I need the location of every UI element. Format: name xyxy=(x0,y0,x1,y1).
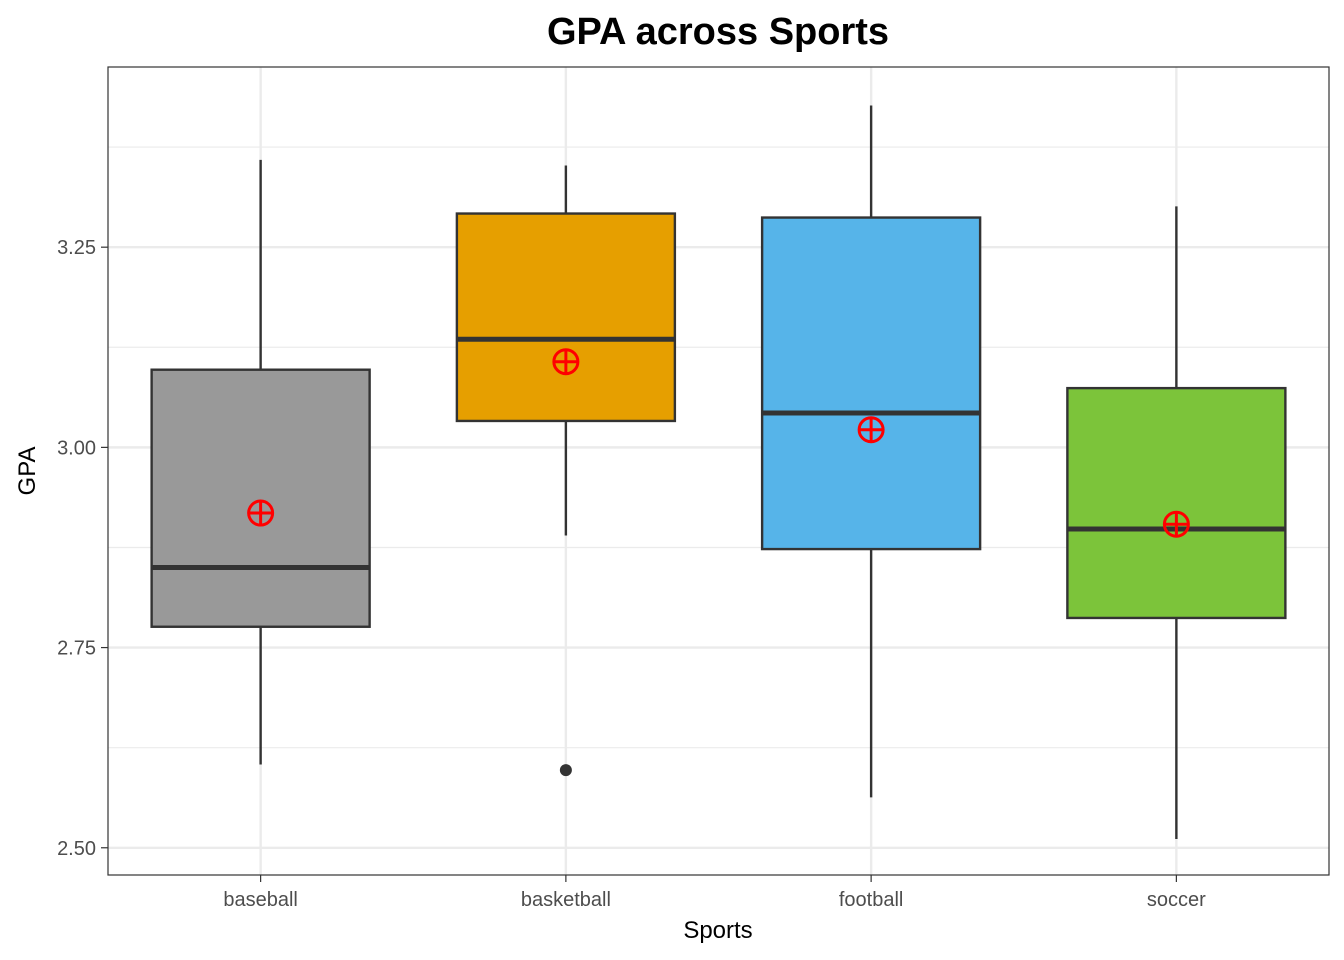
mean-marker xyxy=(857,416,885,444)
boxes xyxy=(150,105,1287,839)
box-baseball xyxy=(150,159,371,765)
y-tick-label: 2.50 xyxy=(57,838,96,860)
box-football xyxy=(760,105,982,798)
interquartile-box xyxy=(760,216,982,551)
interquartile-box xyxy=(150,368,371,628)
chart-title: GPA across Sports xyxy=(547,11,889,53)
x-axis-title: Sports xyxy=(683,917,752,944)
x-tick-label-basketball: basketball xyxy=(521,889,611,911)
mean-marker xyxy=(1162,510,1190,538)
x-tick-label-baseball: baseball xyxy=(223,889,298,911)
outlier-point xyxy=(559,764,572,777)
mean-marker xyxy=(552,348,580,376)
y-tick-label: 3.00 xyxy=(57,437,96,459)
plot-panel-border xyxy=(107,66,1330,876)
box-soccer xyxy=(1066,206,1287,839)
mean-marker xyxy=(247,499,275,527)
y-tick-label: 2.75 xyxy=(57,638,96,660)
x-axis: baseball basketball football soccer xyxy=(223,875,1206,911)
interquartile-box xyxy=(455,212,677,423)
y-tick-label: 3.25 xyxy=(57,237,96,259)
box-basketball xyxy=(455,165,677,777)
interquartile-box xyxy=(1066,386,1287,620)
x-tick-label-football: football xyxy=(839,889,904,911)
y-axis: 2.50 2.75 3.00 3.25 xyxy=(57,237,108,860)
y-axis-title: GPA xyxy=(14,447,41,496)
x-tick-label-soccer: soccer xyxy=(1147,889,1206,911)
